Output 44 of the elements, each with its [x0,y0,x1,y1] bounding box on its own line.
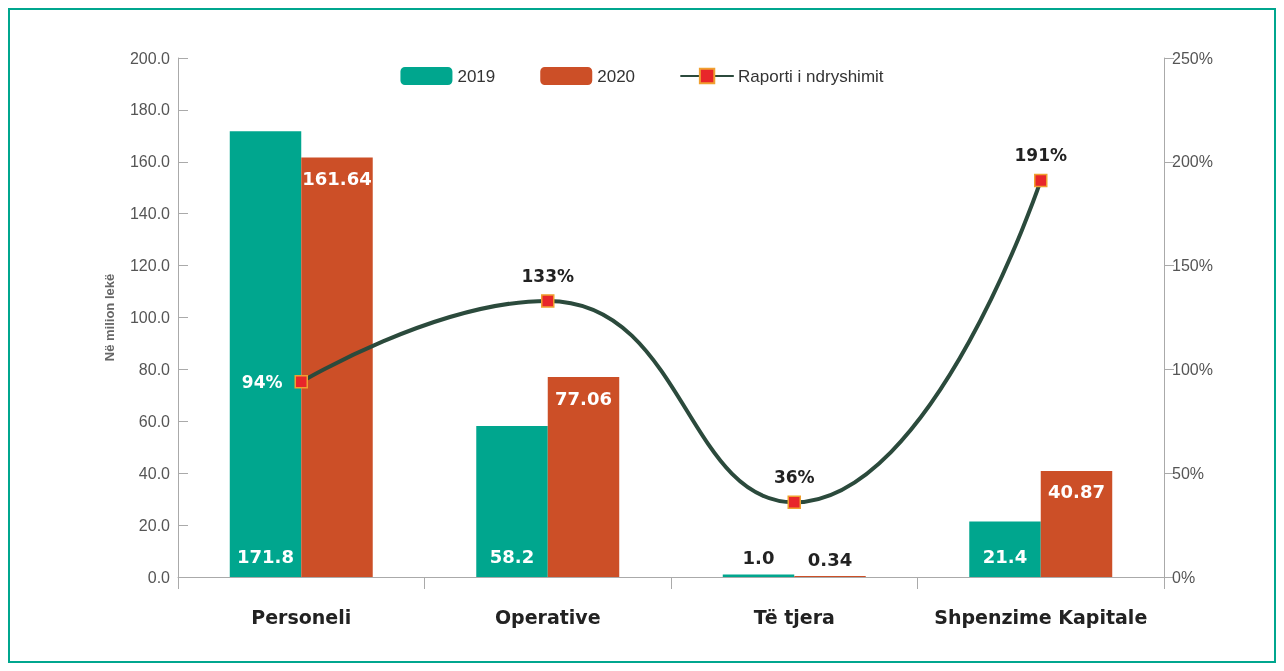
y-axis-title: Në milion lekë [102,273,117,362]
x-tick-label: Personeli [251,605,352,628]
data-label: 133% [521,265,575,286]
bar [547,377,620,577]
data-label: 94% [241,371,283,392]
x-tick-label: Shpenzime Kapitale [934,605,1148,628]
data-label: 58.2 [489,545,535,567]
legend-label: 2019 [457,66,496,86]
data-label: 161.64 [302,168,372,190]
y-tick-label: 0.0 [147,568,171,586]
y-tick-label: 80.0 [138,360,171,378]
y-tick-label: 160.0 [129,153,171,171]
data-label: 171.8 [237,545,294,567]
bar [301,157,373,577]
legend-label: 2020 [597,66,636,86]
bar [476,425,548,577]
data-label: 77.06 [555,387,612,409]
data-label: 0.34 [807,548,853,570]
y-tick-label: 60.0 [138,412,171,430]
bar [722,574,795,577]
x-tick-label: Të tjera [753,605,835,628]
y-tick-label: 20.0 [138,516,171,534]
y2-tick-label: 0% [1172,568,1196,586]
y-tick-label: 180.0 [129,101,171,119]
bar [1040,470,1113,577]
legend-label: Raporti i ndryshimit [738,66,884,86]
y-tick-label: 100.0 [129,309,171,326]
bar [969,521,1041,577]
data-label: 191% [1014,145,1068,166]
data-label: 21.4 [982,545,1028,567]
y2-tick-label: 100% [1172,360,1213,378]
y-tick-label: 120.0 [129,257,171,275]
y-tick-label: 200.0 [129,49,171,67]
y-tick-label: 40.0 [138,464,171,482]
y2-tick-label: 50% [1172,464,1205,482]
y2-tick-label: 250% [1172,49,1213,67]
y2-tick-label: 150% [1172,257,1213,275]
bar [229,131,302,577]
data-label: 40.87 [1048,481,1105,503]
y2-tick-label: 200% [1172,153,1213,171]
data-label: 36% [773,467,815,488]
y-tick-label: 140.0 [129,205,171,223]
data-label: 1.0 [742,546,775,568]
x-tick-label: Operative [494,605,601,628]
